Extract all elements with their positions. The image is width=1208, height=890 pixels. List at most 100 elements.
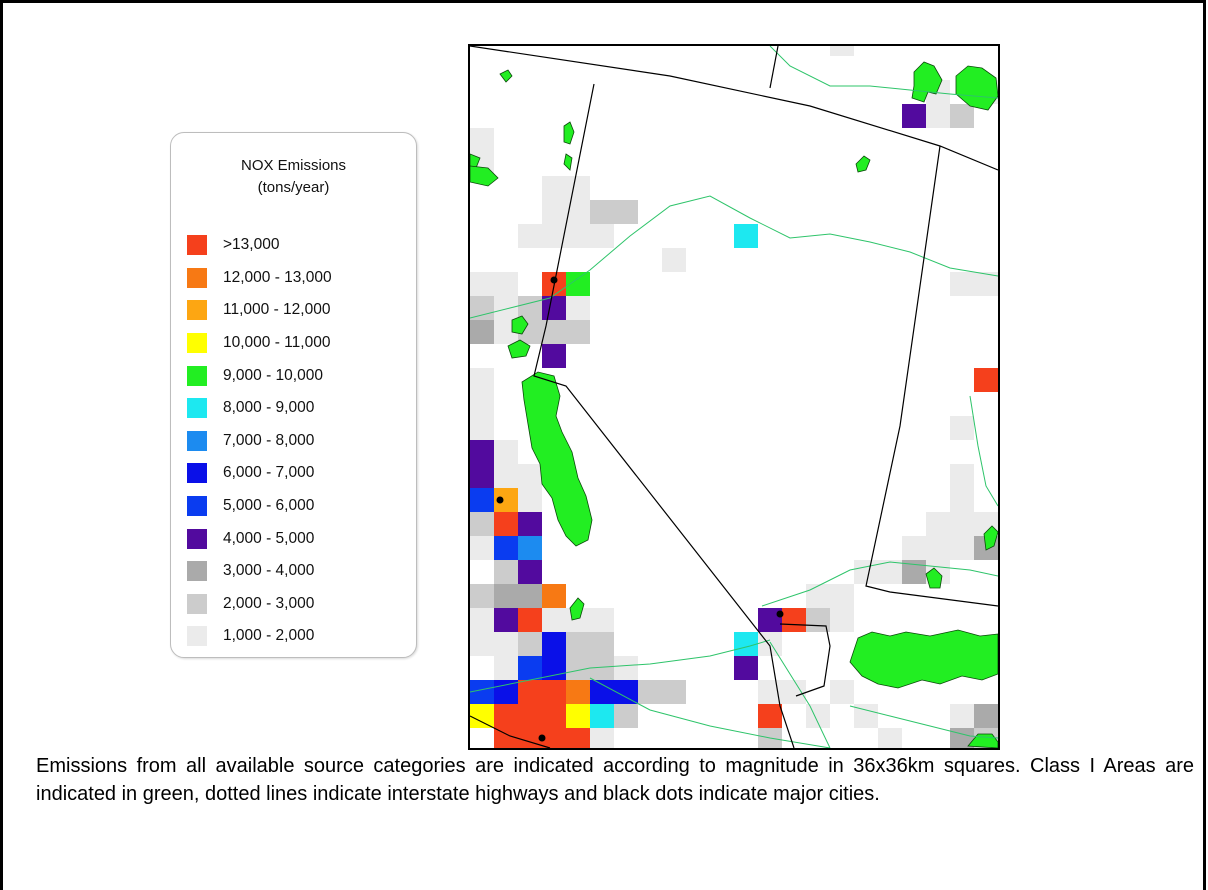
emission-cell (590, 680, 614, 704)
emission-cell (566, 224, 590, 248)
emission-cell (902, 104, 926, 128)
emission-cell (518, 488, 542, 512)
emission-cell (566, 680, 590, 704)
emission-cell (518, 656, 542, 680)
emission-cell (566, 176, 590, 200)
highway (470, 195, 998, 319)
legend-title-line1: NOX Emissions (240, 157, 347, 174)
emission-cell (902, 536, 926, 560)
city-dot (776, 610, 784, 618)
class-i-area (855, 155, 871, 173)
emission-cell (758, 680, 782, 704)
emission-cell (878, 728, 902, 748)
class-i-area (563, 121, 575, 145)
emission-cell (518, 560, 542, 584)
emission-cell (566, 704, 590, 728)
emission-cell (926, 104, 950, 128)
emission-cell (974, 272, 998, 296)
legend-label: 1,000 - 2,000 (223, 627, 315, 645)
emission-cell (614, 680, 638, 704)
emission-cell (662, 248, 686, 272)
legend-swatch (187, 365, 207, 386)
legend-title: NOX Emissions (tons/year) (171, 155, 416, 199)
emission-cell (854, 560, 878, 584)
highway (969, 395, 998, 507)
legend-item: 7,000 - 8,000 (187, 425, 332, 458)
emission-cell (638, 680, 662, 704)
legend-swatch (187, 593, 207, 614)
legend-list: >13,000 12,000 - 13,000 11,000 - 12,000 10,… (187, 229, 332, 653)
highway (769, 46, 998, 99)
emission-cell (470, 608, 494, 632)
legend-swatch (187, 267, 207, 288)
class-i-area (569, 597, 585, 621)
legend-item: 8,000 - 9,000 (187, 392, 332, 425)
emission-cell (470, 464, 494, 488)
legend-swatch (187, 430, 207, 451)
emission-cell (494, 464, 518, 488)
figure-caption: Emissions from all available source cate… (36, 755, 1194, 805)
emission-cell (470, 680, 494, 704)
emission-cell (518, 704, 542, 728)
emissions-map (468, 44, 1000, 750)
highway (589, 677, 831, 748)
legend-label: 6,000 - 7,000 (223, 464, 315, 482)
emission-cell (614, 704, 638, 728)
map-legend: NOX Emissions (tons/year) >13,000 12,000 … (170, 132, 417, 658)
legend-item: 4,000 - 5,000 (187, 522, 332, 555)
class-i-area (499, 69, 513, 83)
legend-item: 12,000 - 13,000 (187, 262, 332, 295)
state-boundaries (470, 46, 998, 748)
emission-cell (830, 608, 854, 632)
interstate-highways (470, 46, 998, 748)
class-i-area (511, 315, 529, 335)
city-dot (496, 496, 504, 504)
legend-item: 6,000 - 7,000 (187, 457, 332, 490)
legend-label: >13,000 (223, 236, 280, 254)
emission-cell (542, 656, 566, 680)
class-i-area (925, 567, 943, 589)
emission-cell (494, 656, 518, 680)
emission-cell (950, 464, 974, 488)
emission-cell (518, 680, 542, 704)
emission-cell (542, 704, 566, 728)
legend-item: 1,000 - 2,000 (187, 620, 332, 653)
legend-item: 5,000 - 6,000 (187, 490, 332, 523)
city-dot (550, 276, 558, 284)
emission-cell (614, 656, 638, 680)
legend-label: 4,000 - 5,000 (223, 529, 315, 547)
emission-cell (494, 560, 518, 584)
emission-cell (590, 728, 614, 748)
class-i-area (507, 339, 531, 359)
class-i-area (955, 65, 998, 111)
emission-cell (494, 296, 518, 320)
emission-cell (494, 272, 518, 296)
legend-item: >13,000 (187, 229, 332, 262)
legend-label: 5,000 - 6,000 (223, 497, 315, 515)
emission-cell (566, 728, 590, 748)
emission-cell (566, 200, 590, 224)
emission-cell (542, 680, 566, 704)
emission-cell (950, 104, 974, 128)
emission-cell (926, 512, 950, 536)
emission-cell (470, 272, 494, 296)
emission-cell (470, 632, 494, 656)
emission-cell (542, 200, 566, 224)
legend-item: 11,000 - 12,000 (187, 294, 332, 327)
class-i-area (563, 153, 573, 171)
emission-cell (926, 536, 950, 560)
emission-cell (518, 512, 542, 536)
legend-swatch (187, 626, 207, 647)
emission-cell (950, 704, 974, 728)
emission-cell (806, 584, 830, 608)
emission-cell (518, 584, 542, 608)
emission-cell (614, 200, 638, 224)
emission-cell (542, 344, 566, 368)
emission-cell (470, 536, 494, 560)
emission-cell (542, 320, 566, 344)
legend-swatch (187, 561, 207, 582)
emission-cell (470, 512, 494, 536)
legend-item: 10,000 - 11,000 (187, 327, 332, 360)
emission-cell (494, 632, 518, 656)
legend-swatch (187, 496, 207, 517)
